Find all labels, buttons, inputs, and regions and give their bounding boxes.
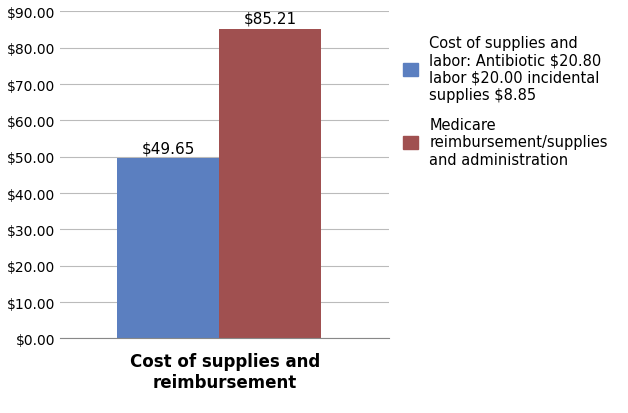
Text: $85.21: $85.21: [244, 12, 297, 27]
Text: $49.65: $49.65: [141, 141, 195, 156]
Legend: Cost of supplies and
labor: Antibiotic $20.80
labor $20.00 incidental
supplies $: Cost of supplies and labor: Antibiotic $…: [403, 36, 608, 167]
X-axis label: Cost of supplies and
reimbursement: Cost of supplies and reimbursement: [129, 353, 320, 391]
Bar: [219, 30, 322, 339]
Bar: [117, 159, 219, 339]
